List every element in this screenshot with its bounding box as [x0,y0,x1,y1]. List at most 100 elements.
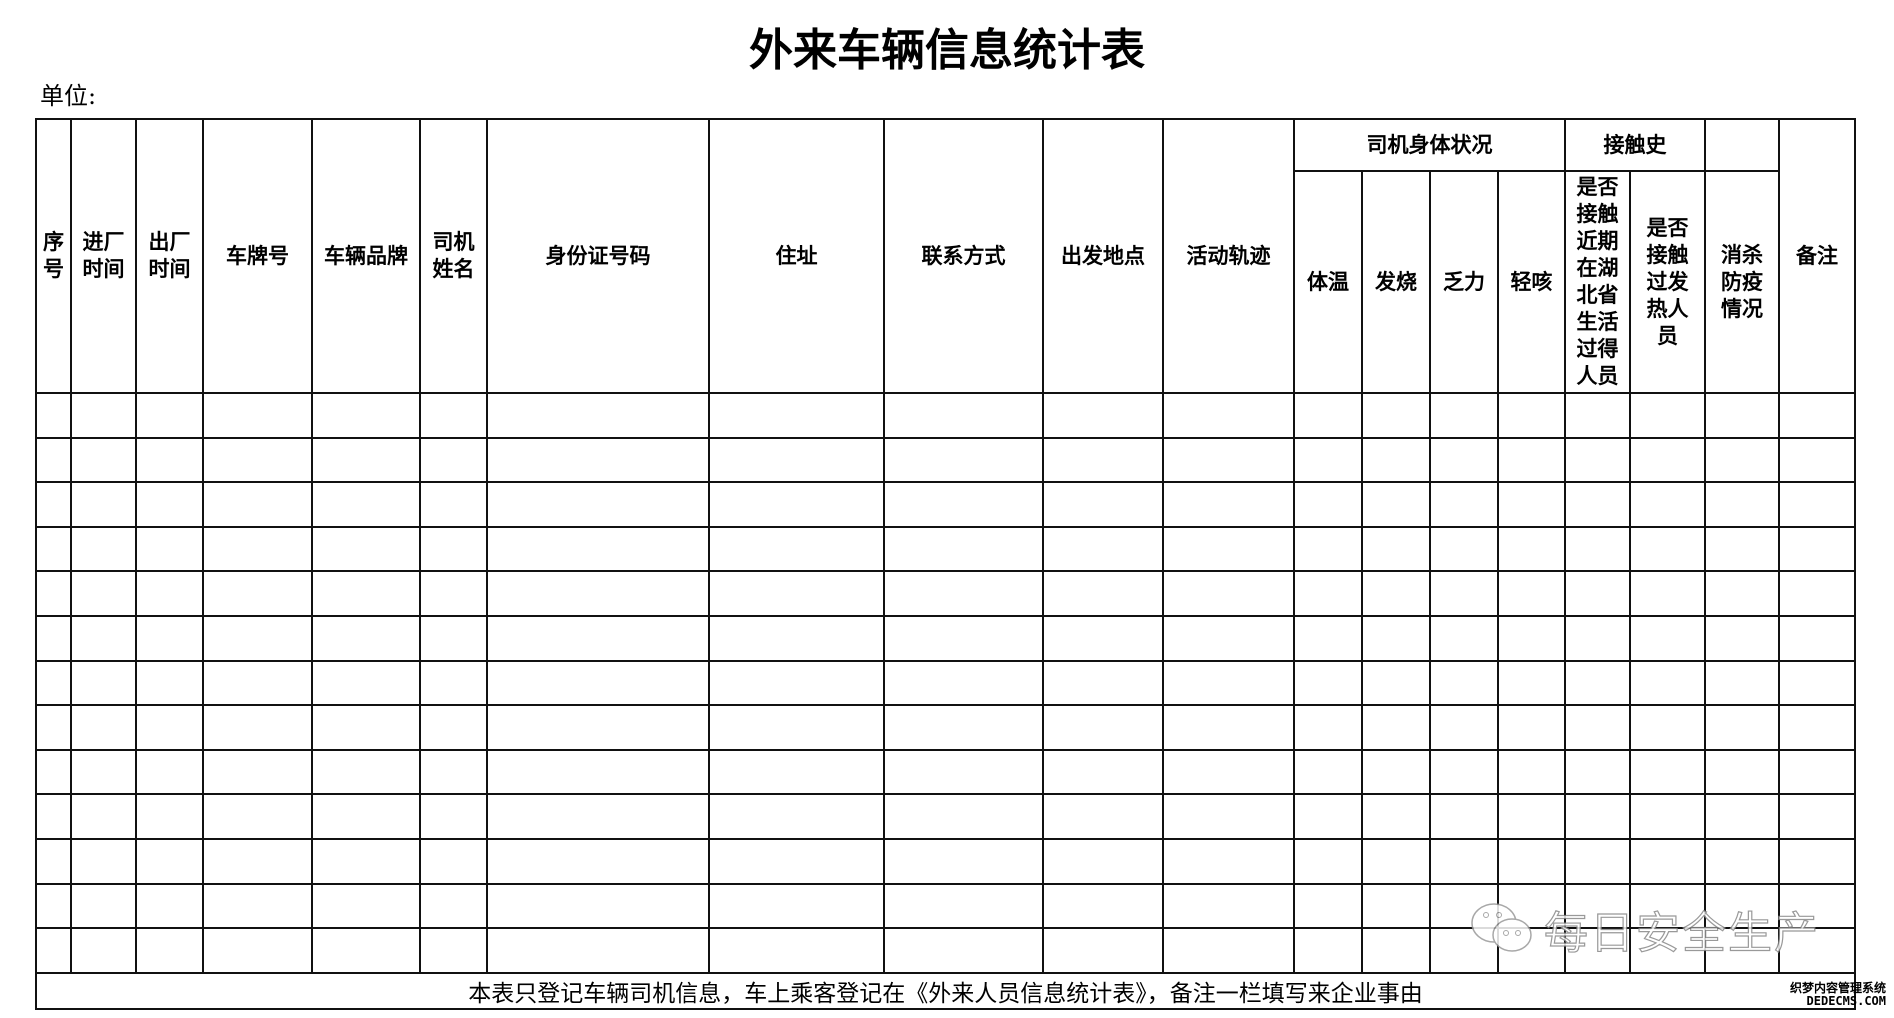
table-cell[interactable] [202,793,313,840]
table-cell[interactable] [1293,570,1363,617]
table-cell[interactable] [35,436,72,484]
table-cell[interactable] [708,927,885,974]
table-cell[interactable] [1293,927,1363,974]
table-cell[interactable] [1778,481,1856,528]
table-cell[interactable] [1629,659,1706,707]
table-cell[interactable] [202,525,313,573]
table-cell[interactable] [1162,481,1295,528]
table-cell[interactable] [1778,837,1856,885]
table-cell[interactable] [1162,927,1295,974]
table-cell[interactable] [1704,392,1780,439]
table-cell[interactable] [1361,570,1431,617]
table-cell[interactable] [1429,570,1499,617]
table-cell[interactable] [708,837,885,885]
table-cell[interactable] [1042,525,1164,573]
table-cell[interactable] [1293,748,1363,796]
table-cell[interactable] [883,882,1044,930]
table-cell[interactable] [883,837,1044,885]
table-cell[interactable] [1361,748,1431,796]
table-cell[interactable] [486,481,710,528]
table-cell[interactable] [1497,570,1566,617]
table-cell[interactable] [1293,704,1363,751]
table-cell[interactable] [1042,704,1164,751]
table-cell[interactable] [1361,704,1431,751]
table-cell[interactable] [1629,793,1706,840]
table-cell[interactable] [1629,525,1706,573]
table-cell[interactable] [1429,837,1499,885]
table-cell[interactable] [1629,748,1706,796]
table-cell[interactable] [1042,927,1164,974]
table-cell[interactable] [35,748,72,796]
table-cell[interactable] [202,570,313,617]
table-cell[interactable] [202,481,313,528]
table-cell[interactable] [1042,481,1164,528]
table-cell[interactable] [883,392,1044,439]
table-cell[interactable] [486,659,710,707]
table-cell[interactable] [1162,436,1295,484]
table-cell[interactable] [486,837,710,885]
table-cell[interactable] [1162,659,1295,707]
table-cell[interactable] [1497,481,1566,528]
table-cell[interactable] [1361,927,1431,974]
table-cell[interactable] [135,882,204,930]
table-cell[interactable] [1778,570,1856,617]
table-cell[interactable] [1564,659,1631,707]
table-cell[interactable] [202,882,313,930]
table-cell[interactable] [311,436,421,484]
table-cell[interactable] [486,525,710,573]
table-cell[interactable] [1042,659,1164,707]
table-cell[interactable] [1497,614,1566,662]
table-cell[interactable] [1629,570,1706,617]
table-cell[interactable] [1564,927,1631,974]
table-cell[interactable] [1704,614,1780,662]
table-cell[interactable] [1629,882,1706,930]
table-cell[interactable] [202,837,313,885]
table-cell[interactable] [883,748,1044,796]
table-cell[interactable] [1564,793,1631,840]
table-cell[interactable] [135,570,204,617]
table-cell[interactable] [1629,436,1706,484]
table-cell[interactable] [708,436,885,484]
table-cell[interactable] [1497,392,1566,439]
table-cell[interactable] [1564,882,1631,930]
table-cell[interactable] [1429,614,1499,662]
table-cell[interactable] [1429,793,1499,840]
table-cell[interactable] [1497,837,1566,885]
table-cell[interactable] [311,704,421,751]
table-cell[interactable] [419,927,488,974]
table-cell[interactable] [486,748,710,796]
table-cell[interactable] [35,882,72,930]
table-cell[interactable] [1704,525,1780,573]
table-cell[interactable] [1704,704,1780,751]
table-cell[interactable] [419,481,488,528]
table-cell[interactable] [311,525,421,573]
table-cell[interactable] [70,882,137,930]
table-cell[interactable] [135,837,204,885]
table-cell[interactable] [135,614,204,662]
table-cell[interactable] [1162,704,1295,751]
table-cell[interactable] [1042,392,1164,439]
table-cell[interactable] [1704,748,1780,796]
table-cell[interactable] [1293,436,1363,484]
table-cell[interactable] [486,614,710,662]
table-cell[interactable] [1293,793,1363,840]
table-cell[interactable] [1629,927,1706,974]
table-cell[interactable] [1497,525,1566,573]
table-cell[interactable] [1778,436,1856,484]
table-cell[interactable] [135,436,204,484]
table-cell[interactable] [70,525,137,573]
table-cell[interactable] [486,927,710,974]
table-cell[interactable] [1293,659,1363,707]
table-cell[interactable] [70,659,137,707]
table-cell[interactable] [311,481,421,528]
table-cell[interactable] [1361,793,1431,840]
table-cell[interactable] [35,570,72,617]
table-cell[interactable] [1162,614,1295,662]
table-cell[interactable] [1564,392,1631,439]
table-cell[interactable] [419,882,488,930]
table-cell[interactable] [883,436,1044,484]
table-cell[interactable] [708,481,885,528]
table-cell[interactable] [1497,793,1566,840]
table-cell[interactable] [202,704,313,751]
table-cell[interactable] [1564,570,1631,617]
